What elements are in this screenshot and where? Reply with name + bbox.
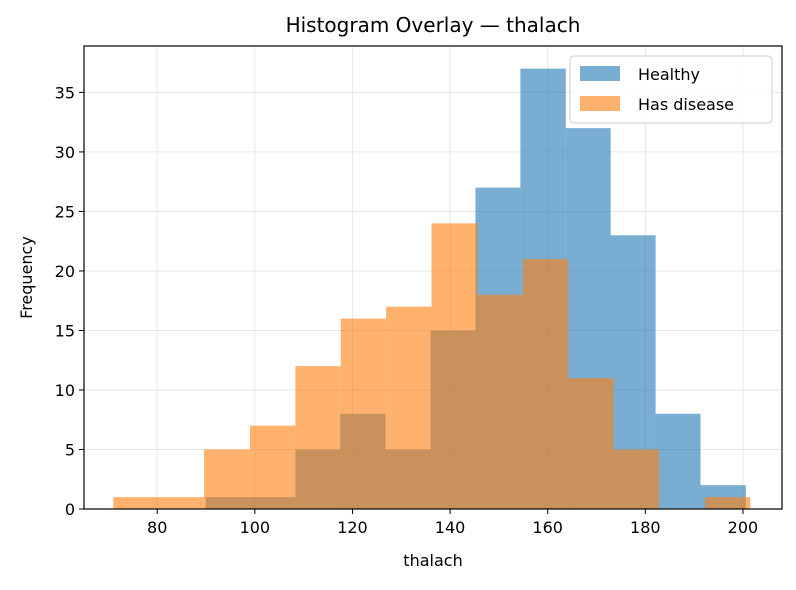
bar-has-disease <box>386 306 432 509</box>
x-tick-label: 180 <box>630 518 661 537</box>
bar-has-disease <box>477 294 523 509</box>
x-tick-label: 100 <box>240 518 271 537</box>
x-tick-label: 160 <box>532 518 563 537</box>
y-tick-label: 5 <box>65 440 75 459</box>
y-tick-label: 20 <box>55 262 75 281</box>
bar-healthy <box>655 413 701 509</box>
y-tick-label: 10 <box>55 381 75 400</box>
bar-has-disease <box>340 318 387 509</box>
chart-title: Histogram Overlay — thalach <box>286 13 581 37</box>
y-tick-label: 35 <box>55 83 75 102</box>
legend-box <box>569 55 773 124</box>
x-tick-label: 120 <box>337 518 368 537</box>
bar-has-disease <box>158 497 205 509</box>
bar-has-disease <box>431 223 478 509</box>
bar-has-disease <box>522 259 569 509</box>
bar-has-disease <box>613 449 659 509</box>
bar-has-disease <box>249 425 296 509</box>
y-tick-label: 30 <box>55 143 75 162</box>
y-tick-label: 25 <box>55 202 75 221</box>
legend: Healthy Has disease <box>569 55 773 124</box>
legend-swatch <box>580 96 620 111</box>
y-tick-label: 15 <box>55 321 75 340</box>
legend-label: Healthy <box>638 65 700 84</box>
bar-has-disease <box>204 449 250 509</box>
bar-has-disease <box>113 497 159 509</box>
bar-has-disease <box>568 378 614 509</box>
x-tick-label: 140 <box>435 518 466 537</box>
plot-frame <box>83 45 783 510</box>
x-tick-label: 200 <box>728 518 759 537</box>
legend-swatch <box>580 66 620 81</box>
x-tick-label: 80 <box>147 518 167 537</box>
legend-label: Has disease <box>638 95 734 114</box>
y-tick-label: 0 <box>65 500 75 519</box>
axes: 80 100 120 140 160 180 200 0 5 10 15 20 25 30 35 <box>55 83 759 537</box>
bars <box>113 68 751 510</box>
y-axis-label: Frequency <box>17 236 36 319</box>
bar-has-disease <box>704 497 751 509</box>
x-axis-label: thalach <box>403 551 462 570</box>
bar-has-disease <box>295 366 341 509</box>
